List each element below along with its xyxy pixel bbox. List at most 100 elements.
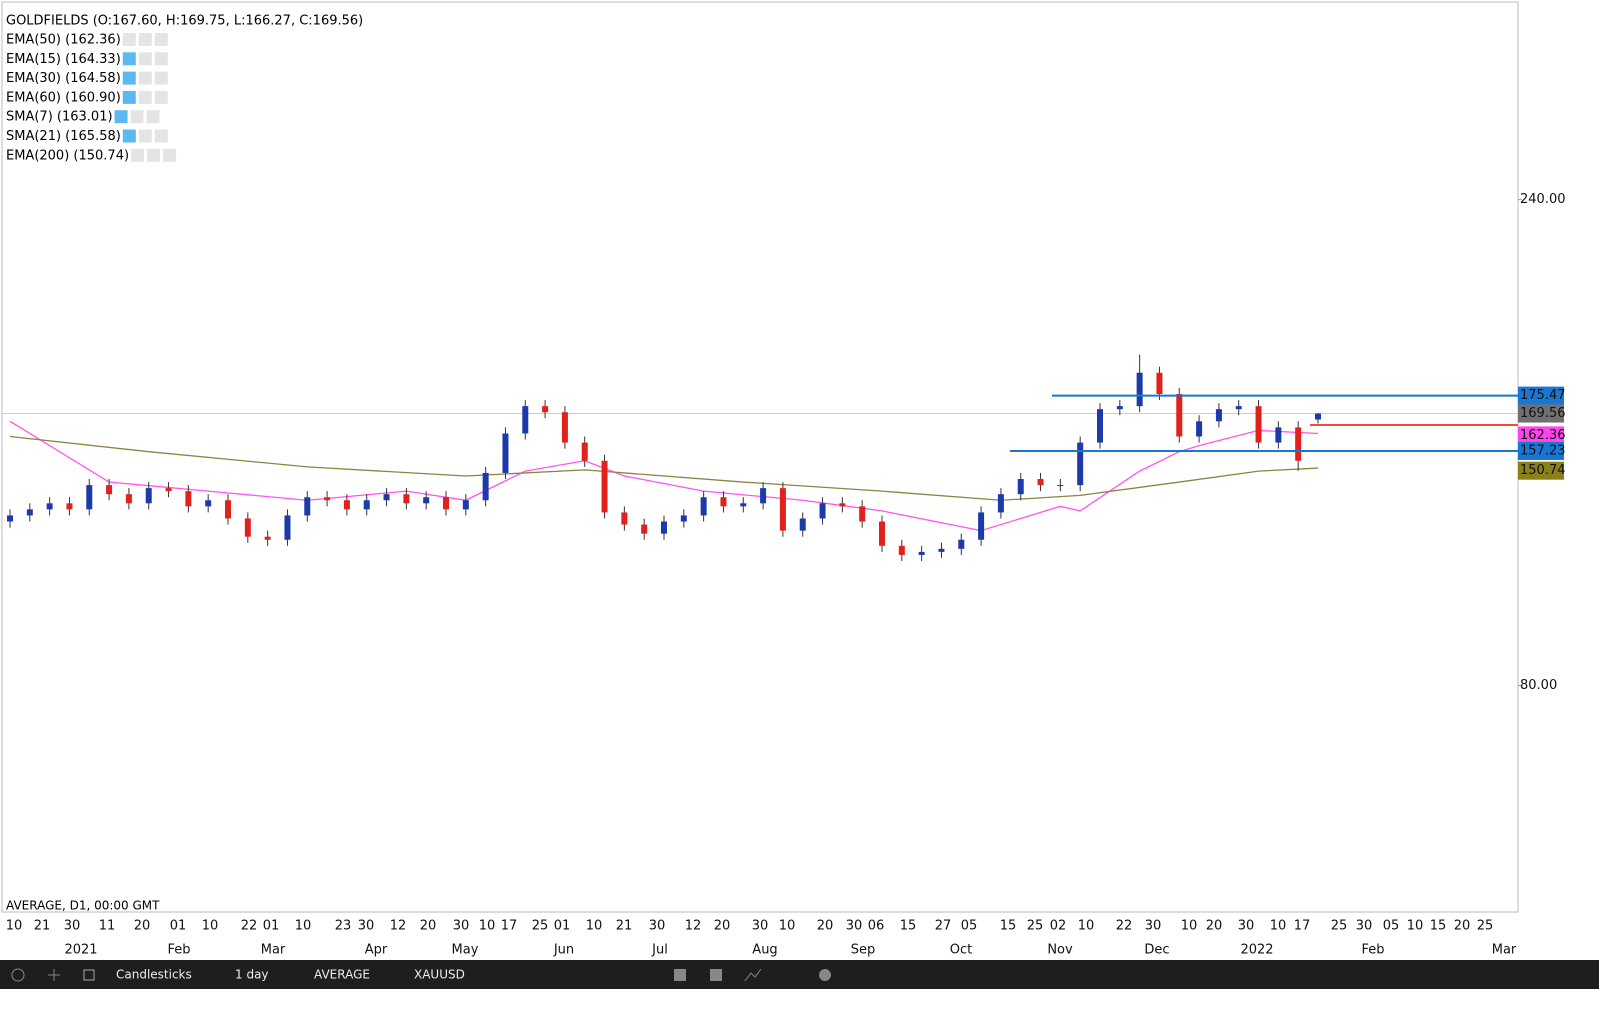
candle-body	[1037, 479, 1044, 486]
candle-body	[997, 494, 1004, 513]
candle-body	[502, 433, 509, 473]
x-month-label: Feb	[167, 943, 190, 958]
candle-body	[1275, 427, 1282, 443]
x-month-label: Oct	[950, 943, 972, 958]
interval[interactable]: 1 day	[235, 968, 269, 982]
price-badge-label: 150.74	[1520, 463, 1566, 478]
candle-body	[561, 412, 568, 443]
x-tick-label: 01	[263, 919, 280, 934]
candle-body	[641, 524, 648, 534]
footer: AVERAGE, D1, 00:00 GMT	[6, 899, 160, 913]
x-tick-label: 21	[616, 919, 633, 934]
candle-body	[799, 518, 806, 531]
legend-icon	[154, 71, 168, 85]
candle-body	[898, 545, 905, 555]
legend-indicator: SMA(21) (165.58)	[6, 129, 121, 144]
legend-indicator: EMA(50) (162.36)	[6, 33, 121, 48]
candle-body	[304, 497, 311, 516]
x-tick-label: 20	[817, 919, 834, 934]
candle-body	[978, 512, 985, 540]
x-tick-label: 05	[1383, 919, 1400, 934]
legend-icon	[138, 33, 152, 46]
legend-indicator: EMA(15) (164.33)	[6, 52, 121, 67]
legend-icon	[131, 148, 145, 162]
candle-body	[443, 497, 449, 510]
legend-indicator: EMA(30) (164.58)	[6, 71, 121, 86]
candle-body	[661, 521, 667, 534]
x-tick-label: 10	[586, 919, 603, 934]
legend-icon	[122, 52, 136, 66]
x-month-label: Jul	[651, 943, 668, 958]
candle-body	[264, 536, 271, 540]
x-month-label: 2021	[64, 943, 97, 958]
candle-body	[839, 503, 846, 507]
x-tick-label: 30	[1356, 919, 1373, 934]
candle-body	[383, 494, 390, 501]
symbol[interactable]: XAUUSD	[414, 968, 465, 982]
candle-body	[1017, 479, 1024, 495]
legend-icon	[146, 110, 160, 124]
x-tick-label: 10	[295, 919, 312, 934]
candle-body	[185, 491, 192, 507]
candle-body	[1116, 406, 1123, 410]
candle-body	[462, 500, 469, 510]
candle-body	[1176, 393, 1183, 437]
x-tick-label: 01	[554, 919, 571, 934]
x-tick-label: 25	[1477, 919, 1494, 934]
x-tick-label: 10	[1407, 919, 1424, 934]
candle-body	[740, 503, 747, 507]
legend-icon	[154, 129, 168, 143]
x-month-label: Dec	[1144, 943, 1169, 958]
legend-icon	[147, 148, 161, 162]
x-tick-label: 20	[714, 919, 731, 934]
candle-body	[1077, 442, 1084, 486]
x-tick-label: 15	[1430, 919, 1447, 934]
candle-body	[482, 472, 489, 501]
price-badge	[1518, 404, 1564, 423]
candle-body	[1295, 427, 1302, 461]
x-tick-label: 05	[961, 919, 978, 934]
legend-icon	[122, 129, 136, 143]
candle-body	[938, 548, 945, 552]
candle-body	[1215, 409, 1222, 422]
candle-body	[363, 500, 370, 510]
candle-body	[244, 518, 251, 537]
legend-indicator: EMA(60) (160.90)	[6, 90, 121, 105]
x-month-label: May	[452, 943, 479, 958]
x-tick-label: 20	[1454, 919, 1471, 934]
x-month-label: Mar	[1492, 943, 1517, 958]
moving-average	[9, 435, 1319, 501]
x-tick-label: 30	[64, 919, 81, 934]
x-tick-label: 21	[34, 919, 51, 934]
candle-body	[581, 442, 588, 461]
toolbar-icons	[11, 968, 831, 982]
candle-body	[720, 497, 727, 507]
chart-type[interactable]: Candlesticks	[116, 968, 192, 982]
candle-body	[1156, 372, 1163, 394]
y-tick-label: 80.00	[1520, 678, 1557, 693]
candle-body	[125, 494, 132, 504]
candle-body	[284, 515, 291, 540]
candle-body	[918, 551, 925, 555]
x-month-label: 2022	[1240, 943, 1273, 958]
x-tick-label: 10	[1270, 919, 1287, 934]
x-tick-label: 30	[649, 919, 666, 934]
candle-body	[1196, 421, 1203, 437]
x-tick-label: 12	[390, 919, 407, 934]
legend-icon	[138, 52, 152, 66]
x-tick-label: 12	[685, 919, 702, 934]
x-month-label: Aug	[752, 943, 777, 958]
candle-body	[145, 488, 152, 504]
x-tick-label: 10	[1181, 919, 1198, 934]
indicator[interactable]: AVERAGE	[314, 968, 370, 982]
x-tick-label: 20	[134, 919, 151, 934]
x-tick-label: 10	[6, 919, 23, 934]
price-badge	[1518, 441, 1564, 460]
x-tick-label: 23	[335, 919, 352, 934]
candle-body	[86, 485, 93, 510]
x-tick-label: 20	[1206, 919, 1223, 934]
x-tick-label: 25	[1027, 919, 1044, 934]
x-tick-label: 30	[1145, 919, 1162, 934]
x-tick-label: 22	[1116, 919, 1133, 934]
candle-body	[958, 539, 965, 549]
